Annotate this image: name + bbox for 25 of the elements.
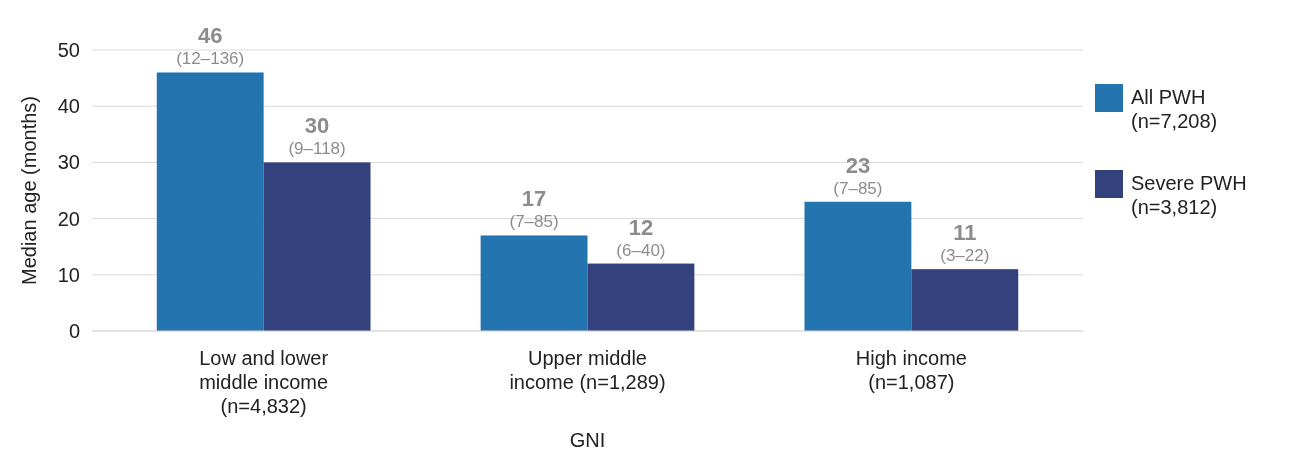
data-label: 30 (9–118) (288, 113, 346, 159)
bar (263, 162, 371, 331)
bar (480, 235, 588, 331)
data-label: 17 (7–85) (509, 186, 559, 232)
y-axis-title: Median age (months) (18, 96, 40, 285)
x-axis-title: GNI (569, 429, 606, 451)
x-tick-label: Low and lower middle income (n=4,832) (199, 347, 329, 417)
bar (911, 269, 1019, 331)
x-tick-label: Upper middle income (n=1,289) (509, 347, 666, 393)
data-label: 12 (6–40) (616, 214, 666, 260)
y-tick-label: 20 (57, 207, 80, 230)
data-label: 23 (7–85) (833, 152, 883, 198)
y-tick-label: 50 (57, 39, 80, 61)
bar (156, 72, 264, 331)
data-label: 11 (3–22) (940, 220, 990, 266)
y-tick-label: 10 (57, 263, 80, 286)
bar (804, 201, 912, 331)
y-tick-label: 0 (68, 320, 80, 342)
y-tick-label: 40 (57, 95, 80, 118)
x-tick-label: High income (n=1,087) (855, 347, 967, 393)
bar (587, 263, 695, 331)
y-tick-label: 30 (57, 151, 80, 174)
legend-label: Severe PWH (n=3,812) (1131, 172, 1247, 218)
data-label: 46 (12–136) (176, 23, 245, 69)
legend-label: All PWH (n=7,208) (1131, 86, 1218, 132)
